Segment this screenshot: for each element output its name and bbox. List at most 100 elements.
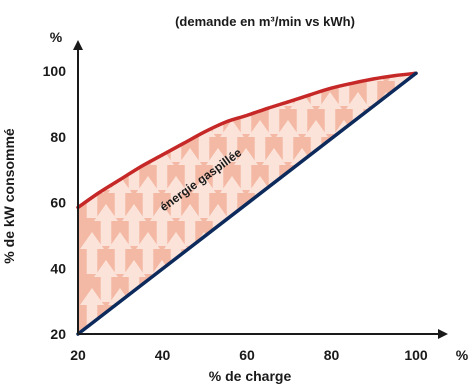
- region-arrow: [402, 204, 416, 246]
- region-arrow: [332, 232, 356, 274]
- x-unit-label: %: [456, 347, 469, 363]
- region-arrow: [206, 260, 230, 302]
- x-axis-label: % de charge: [209, 368, 292, 384]
- y-tick-label: 20: [50, 326, 66, 342]
- region-arrow: [304, 120, 328, 162]
- region-arrow: [276, 120, 300, 162]
- region-arrow: [430, 92, 454, 134]
- region-arrow: [416, 232, 440, 274]
- region-arrow: [388, 176, 412, 218]
- region-arrow: [178, 204, 202, 246]
- arrows-layer: [80, 0, 454, 330]
- x-tick-label: 20: [70, 347, 86, 363]
- region-arrow: [346, 260, 370, 302]
- region-arrow: [374, 73, 398, 78]
- region-fill-group: [78, 0, 454, 335]
- region-arrow: [220, 232, 244, 274]
- y-tick-label: 60: [50, 195, 66, 211]
- region-arrow: [360, 232, 384, 274]
- region-arrow: [122, 0, 146, 22]
- region-arrow: [360, 120, 384, 162]
- region-arrow: [248, 232, 272, 274]
- y-tick-label: 100: [43, 63, 67, 79]
- region-arrow: [122, 92, 146, 134]
- x-tick-labels: 20 40 60 80 100: [70, 347, 428, 363]
- region-arrow: [108, 176, 132, 218]
- region-arrow: [430, 260, 454, 302]
- region-arrow: [164, 73, 188, 106]
- lower-diagonal-line: [76, 71, 418, 336]
- region-arrow: [108, 120, 132, 162]
- x-tick-label: 60: [239, 347, 255, 363]
- region-arrow: [332, 288, 356, 330]
- region-arrow: [276, 176, 300, 218]
- region-arrow: [136, 288, 160, 330]
- region-arrow: [360, 8, 384, 50]
- region-arrow: [416, 8, 440, 50]
- region-arrow: [234, 73, 258, 78]
- region-arrow: [388, 120, 412, 162]
- region-arrow: [178, 92, 202, 134]
- region-arrow: [178, 260, 202, 302]
- region-arrow: [94, 260, 118, 302]
- region-arrow: [430, 36, 454, 78]
- region-arrow: [122, 73, 146, 78]
- region-arrow: [416, 64, 440, 106]
- region-arrow: [234, 260, 258, 302]
- region-arrow: [304, 288, 328, 330]
- region-arrow: [360, 176, 384, 218]
- region-arrow: [80, 232, 104, 274]
- region-arrow: [318, 73, 342, 78]
- region-arrow: [388, 288, 412, 330]
- region-arrow: [80, 8, 104, 50]
- region-arrow: [430, 204, 454, 246]
- region-arrow: [416, 288, 440, 330]
- region-arrow: [402, 92, 416, 134]
- region-arrow: [80, 73, 104, 106]
- chart-title: (demande en m³/min vs kWh): [175, 14, 355, 29]
- region-arrow: [136, 8, 160, 50]
- region-arrow: [318, 92, 342, 134]
- region-arrow: [220, 288, 244, 330]
- region-arrow: [276, 288, 300, 330]
- region-arrow: [402, 148, 416, 190]
- region-arrow: [304, 176, 328, 218]
- region-arrow: [318, 204, 342, 246]
- region-arrow: [388, 8, 412, 50]
- region-arrow: [290, 204, 314, 246]
- region-arrow: [346, 148, 370, 190]
- region-arrow: [388, 232, 412, 274]
- region-arrow: [416, 120, 440, 162]
- x-tick-label: 100: [404, 347, 428, 363]
- x-tick-label: 40: [155, 347, 171, 363]
- region-arrow: [290, 260, 314, 302]
- region-arrow: [262, 260, 286, 302]
- x-tick-label: 80: [324, 347, 340, 363]
- region-arrow: [192, 73, 216, 106]
- region-arrow: [150, 73, 174, 78]
- region-arrow: [402, 0, 426, 22]
- region-arrow: [220, 120, 244, 162]
- region-arrow: [402, 260, 416, 302]
- region-arrow: [150, 204, 174, 246]
- region-arrow: [164, 288, 188, 330]
- region-arrow: [94, 73, 118, 78]
- region-arrow: [80, 120, 104, 162]
- region-arrow: [346, 73, 370, 78]
- region-arrow: [346, 92, 370, 134]
- region-arrow: [332, 176, 356, 218]
- region-arrow: [374, 0, 398, 22]
- region-arrow: [220, 176, 244, 218]
- region-arrow: [192, 288, 216, 330]
- region-arrow: [80, 288, 104, 330]
- region-arrow: [206, 148, 230, 190]
- region-arrow: [290, 92, 314, 134]
- region-arrow: [374, 204, 398, 246]
- region-arrow: [262, 204, 286, 246]
- region-arrow: [276, 232, 300, 274]
- region-arrow: [150, 92, 174, 134]
- region-arrow: [94, 92, 118, 134]
- region-arrow: [262, 148, 286, 190]
- region-arrow: [318, 148, 342, 190]
- region-arrow: [136, 73, 160, 106]
